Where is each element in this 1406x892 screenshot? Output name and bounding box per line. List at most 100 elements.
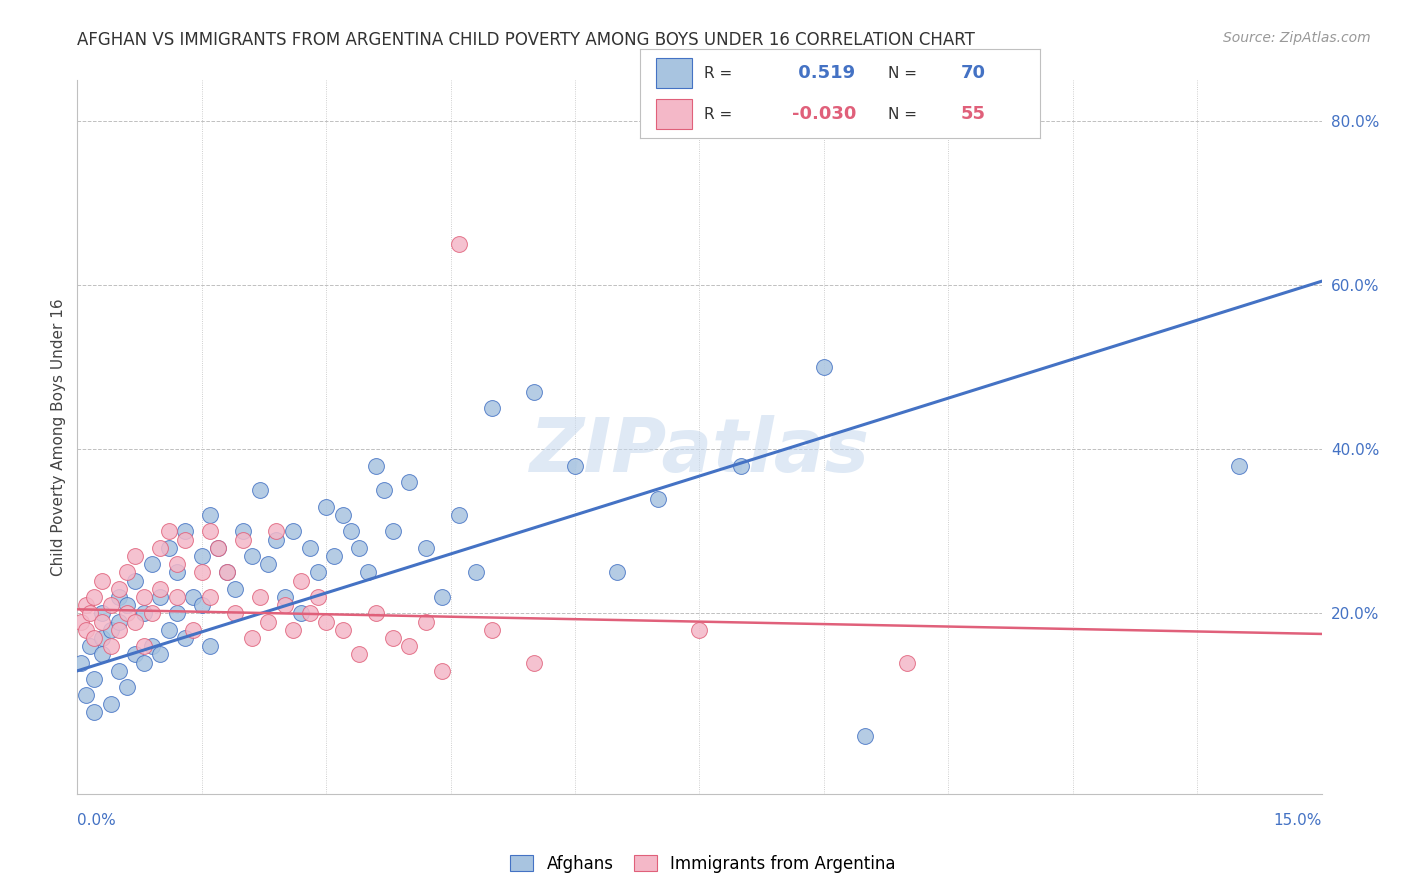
Point	[381, 631, 404, 645]
Text: 15.0%: 15.0%	[1274, 814, 1322, 828]
Point	[215, 566, 238, 580]
Point	[183, 623, 205, 637]
Point	[340, 524, 363, 539]
Point	[141, 607, 163, 621]
Point	[298, 607, 321, 621]
Point	[523, 384, 546, 399]
Point	[266, 533, 288, 547]
Point	[606, 566, 628, 580]
Point	[224, 582, 246, 596]
Point	[240, 549, 263, 563]
Point	[198, 639, 221, 653]
Point	[249, 483, 271, 498]
Point	[240, 631, 263, 645]
Point	[75, 689, 97, 703]
Point	[115, 607, 138, 621]
Point	[108, 615, 131, 629]
Point	[108, 582, 131, 596]
Point	[281, 524, 304, 539]
Point	[83, 590, 105, 604]
Point	[730, 458, 752, 473]
Text: R =: R =	[704, 107, 733, 121]
Point	[207, 541, 229, 555]
Point	[257, 558, 280, 572]
Point	[108, 664, 131, 678]
Point	[215, 566, 238, 580]
Point	[124, 648, 146, 662]
Text: N =: N =	[889, 107, 917, 121]
Point	[432, 590, 454, 604]
Point	[266, 524, 288, 539]
Point	[132, 656, 155, 670]
Point	[332, 508, 354, 522]
Point	[100, 697, 122, 711]
Text: ZIPatlas: ZIPatlas	[530, 415, 869, 488]
Point	[166, 590, 188, 604]
Point	[70, 615, 93, 629]
Point	[124, 615, 146, 629]
Point	[464, 566, 486, 580]
Point	[79, 639, 101, 653]
Point	[207, 541, 229, 555]
Point	[398, 475, 420, 490]
Point	[315, 615, 337, 629]
Point	[415, 615, 437, 629]
Point	[124, 549, 146, 563]
Point	[1227, 458, 1250, 473]
Point	[75, 623, 97, 637]
Point	[124, 574, 146, 588]
Point	[108, 623, 131, 637]
Point	[166, 607, 188, 621]
Point	[398, 639, 420, 653]
Point	[274, 590, 297, 604]
Point	[132, 607, 155, 621]
Point	[149, 582, 172, 596]
Point	[79, 607, 101, 621]
Point	[166, 558, 188, 572]
Point	[157, 524, 180, 539]
Point	[100, 623, 122, 637]
Point	[349, 541, 371, 555]
Point	[523, 656, 546, 670]
Point	[224, 607, 246, 621]
Point	[896, 656, 918, 670]
Point	[108, 590, 131, 604]
Text: 70: 70	[960, 64, 986, 82]
Text: Source: ZipAtlas.com: Source: ZipAtlas.com	[1223, 31, 1371, 45]
Point	[166, 566, 188, 580]
Point	[83, 631, 105, 645]
Point	[315, 500, 337, 514]
Point	[481, 623, 503, 637]
Point	[83, 672, 105, 686]
Point	[813, 360, 835, 375]
Point	[70, 656, 93, 670]
Point	[198, 508, 221, 522]
Point	[191, 566, 214, 580]
Point	[249, 590, 271, 604]
Point	[290, 607, 312, 621]
Point	[183, 590, 205, 604]
Point	[149, 590, 172, 604]
Point	[91, 607, 114, 621]
Point	[447, 508, 470, 522]
Point	[149, 541, 172, 555]
Text: 0.0%: 0.0%	[77, 814, 117, 828]
Text: 0.519: 0.519	[792, 64, 855, 82]
Point	[115, 680, 138, 694]
Point	[91, 648, 114, 662]
Point	[115, 599, 138, 613]
Point	[174, 631, 197, 645]
Point	[157, 623, 180, 637]
Point	[564, 458, 586, 473]
Point	[307, 566, 329, 580]
Point	[91, 574, 114, 588]
Point	[132, 590, 155, 604]
Point	[447, 237, 470, 252]
Legend: Afghans, Immigrants from Argentina: Afghans, Immigrants from Argentina	[503, 848, 903, 880]
Point	[100, 599, 122, 613]
Y-axis label: Child Poverty Among Boys Under 16: Child Poverty Among Boys Under 16	[51, 298, 66, 576]
Point	[647, 491, 669, 506]
Text: R =: R =	[704, 66, 733, 80]
Point	[357, 566, 380, 580]
Point	[364, 458, 387, 473]
